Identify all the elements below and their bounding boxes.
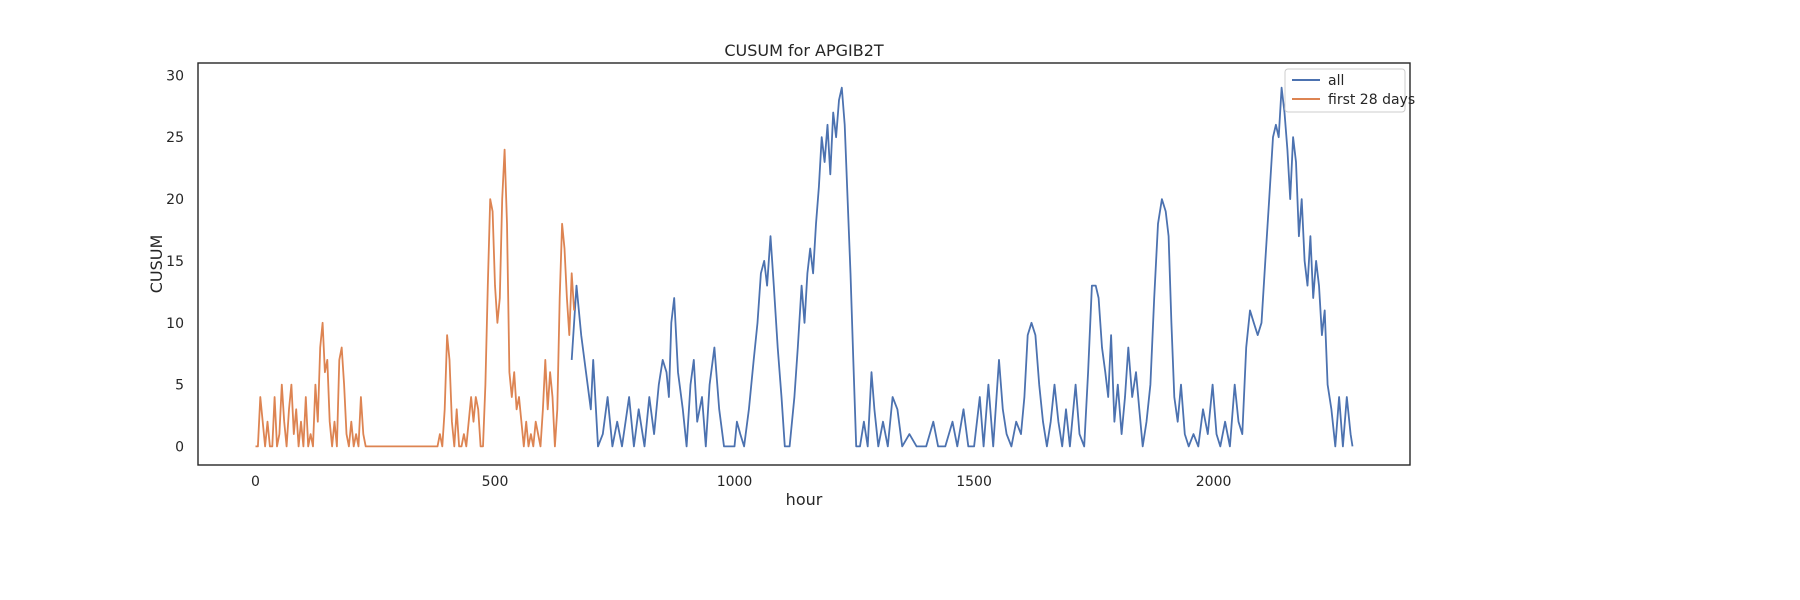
x-tick-label: 1500 [956, 474, 992, 490]
legend-label: first 28 days [1328, 92, 1415, 108]
x-tick-label: 500 [482, 474, 509, 490]
x-tick-label: 0 [251, 474, 260, 490]
y-tick-label: 15 [166, 254, 184, 270]
y-tick-label: 25 [166, 130, 184, 146]
y-tick-label: 5 [175, 378, 184, 394]
series-line-all [570, 86, 1354, 448]
y-axis-ticks: 0 5 10 15 20 25 30 [166, 68, 184, 455]
y-tick-label: 0 [175, 439, 184, 455]
x-tick-label: 2000 [1196, 474, 1232, 490]
x-axis-label: hour [786, 490, 823, 509]
y-tick-label: 30 [166, 68, 184, 84]
x-axis-ticks: 0 500 1000 1500 2000 [251, 474, 1231, 490]
legend-label: all [1328, 73, 1344, 89]
plot-area [255, 86, 1354, 448]
series-line-first-28-days [255, 148, 575, 448]
chart-title: CUSUM for APGIB2T [724, 41, 884, 60]
x-tick-label: 1000 [717, 474, 753, 490]
plot-frame [197, 62, 1411, 466]
y-axis-label: CUSUM [147, 235, 166, 294]
y-tick-label: 10 [166, 316, 184, 332]
legend: all first 28 days [1284, 68, 1415, 113]
y-tick-label: 20 [166, 192, 184, 208]
